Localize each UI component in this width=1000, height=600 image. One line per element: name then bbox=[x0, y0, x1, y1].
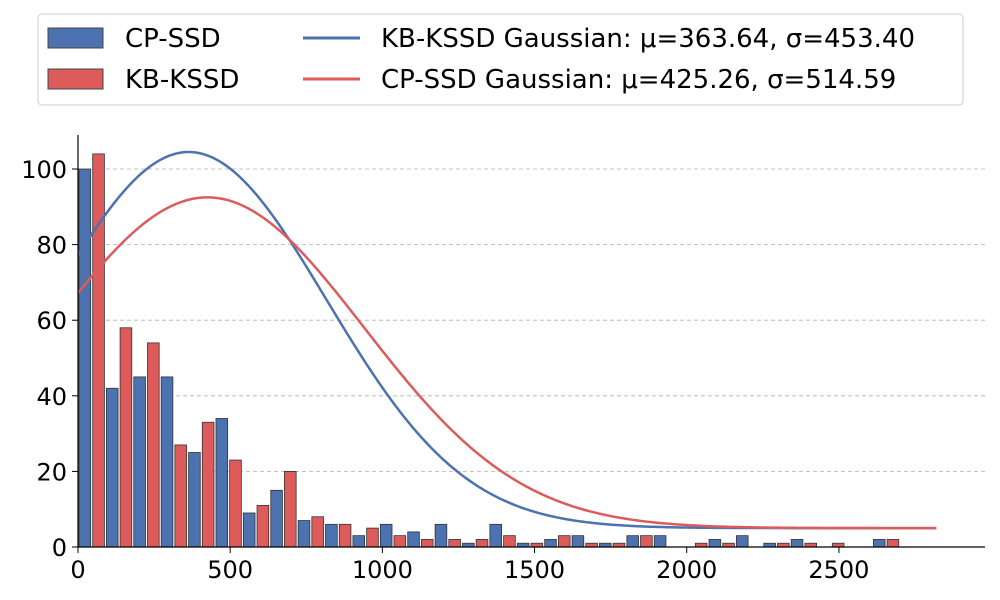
bar-cp-ssd-2610 bbox=[872, 539, 886, 548]
bar-kb-kssd-270 bbox=[174, 444, 187, 548]
bar-kb-kssd-180 bbox=[147, 342, 160, 548]
x-tick-label-2500: 2500 bbox=[808, 556, 869, 584]
bar-kb-kssd-540 bbox=[256, 505, 270, 548]
bar-cp-ssd-0 bbox=[78, 168, 92, 548]
legend-frame bbox=[37, 13, 964, 106]
bar-cp-ssd-900 bbox=[352, 535, 366, 548]
x-tick-label-500: 500 bbox=[207, 556, 253, 584]
bar-cp-ssd-1620 bbox=[571, 535, 585, 548]
bar-cp-ssd-270 bbox=[160, 376, 174, 548]
bar-cp-ssd-1350 bbox=[489, 523, 502, 548]
bar-kb-kssd-1350 bbox=[503, 535, 516, 548]
legend-label-kb-kssd-gaussian: KB-KSSD Gaussian: μ=363.64, σ=453.40 bbox=[381, 24, 915, 54]
legend-label-cp-ssd-gaussian: CP-SSD Gaussian: μ=425.26, σ=514.59 bbox=[381, 65, 896, 95]
legend-swatch-cp-ssd bbox=[47, 27, 104, 49]
bar-kb-kssd-1530 bbox=[557, 535, 571, 548]
bar-kb-kssd-0 bbox=[92, 153, 105, 548]
y-tick-label-0: 0 bbox=[52, 534, 67, 562]
x-tick-label-1500: 1500 bbox=[504, 556, 565, 584]
bar-cp-ssd-2340 bbox=[790, 539, 804, 548]
bar-cp-ssd-1170 bbox=[434, 523, 448, 548]
legend-label-kb-kssd: KB-KSSD bbox=[125, 65, 239, 95]
gaussian-curves bbox=[76, 150, 937, 530]
y-tick-label-20: 20 bbox=[36, 458, 67, 486]
bar-cp-ssd-810 bbox=[325, 523, 338, 548]
y-tick-label-100: 100 bbox=[21, 156, 67, 184]
bar-cp-ssd-1890 bbox=[653, 535, 667, 548]
bar-kb-kssd-360 bbox=[201, 421, 215, 548]
bar-cp-ssd-720 bbox=[297, 520, 311, 548]
bar-cp-ssd-2070 bbox=[708, 539, 722, 548]
bar-cp-ssd-450 bbox=[215, 418, 229, 548]
gaussian-curve-1 bbox=[77, 196, 937, 530]
x-tick-label-2000: 2000 bbox=[656, 556, 717, 584]
bars bbox=[78, 153, 900, 548]
x-tick-label-1000: 1000 bbox=[352, 556, 413, 584]
bar-kb-kssd-90 bbox=[119, 327, 133, 548]
bar-kb-kssd-720 bbox=[311, 516, 324, 548]
legend-label-cp-ssd: CP-SSD bbox=[125, 24, 221, 54]
bar-kb-kssd-810 bbox=[338, 523, 352, 548]
axes bbox=[77, 135, 985, 548]
y-tick-label-60: 60 bbox=[36, 307, 67, 335]
bar-cp-ssd-180 bbox=[133, 376, 146, 548]
bar-cp-ssd-630 bbox=[270, 489, 283, 548]
bar-cp-ssd-990 bbox=[379, 523, 393, 548]
bar-kb-kssd-900 bbox=[366, 527, 379, 548]
y-ticks: 0 20 40 60 80 100 bbox=[21, 156, 78, 562]
bar-cp-ssd-360 bbox=[188, 452, 201, 548]
bar-cp-ssd-1080 bbox=[407, 531, 420, 548]
y-tick-label-80: 80 bbox=[36, 232, 67, 260]
legend-swatch-kb-kssd bbox=[47, 68, 104, 90]
bar-kb-kssd-630 bbox=[284, 471, 297, 548]
bar-kb-kssd-1260 bbox=[475, 539, 489, 548]
bar-cp-ssd-1800 bbox=[626, 535, 639, 548]
x-tick-label-0: 0 bbox=[70, 556, 85, 584]
bar-kb-kssd-1170 bbox=[448, 539, 461, 548]
bar-cp-ssd-1530 bbox=[544, 539, 557, 548]
bar-kb-kssd-1080 bbox=[421, 539, 434, 548]
x-ticks: 0 500 1000 1500 2000 2500 bbox=[70, 547, 869, 584]
bar-kb-kssd-1800 bbox=[640, 535, 653, 548]
bar-kb-kssd-450 bbox=[229, 459, 242, 548]
bar-cp-ssd-90 bbox=[105, 387, 119, 548]
y-tick-label-40: 40 bbox=[36, 383, 67, 411]
bar-cp-ssd-2160 bbox=[736, 535, 749, 548]
legend: CP-SSD KB-KSSD KB-KSSD Gaussian: μ=363.6… bbox=[37, 13, 964, 106]
bar-kb-kssd-2610 bbox=[886, 539, 900, 548]
bar-kb-kssd-990 bbox=[393, 535, 407, 548]
bar-cp-ssd-540 bbox=[242, 512, 256, 548]
